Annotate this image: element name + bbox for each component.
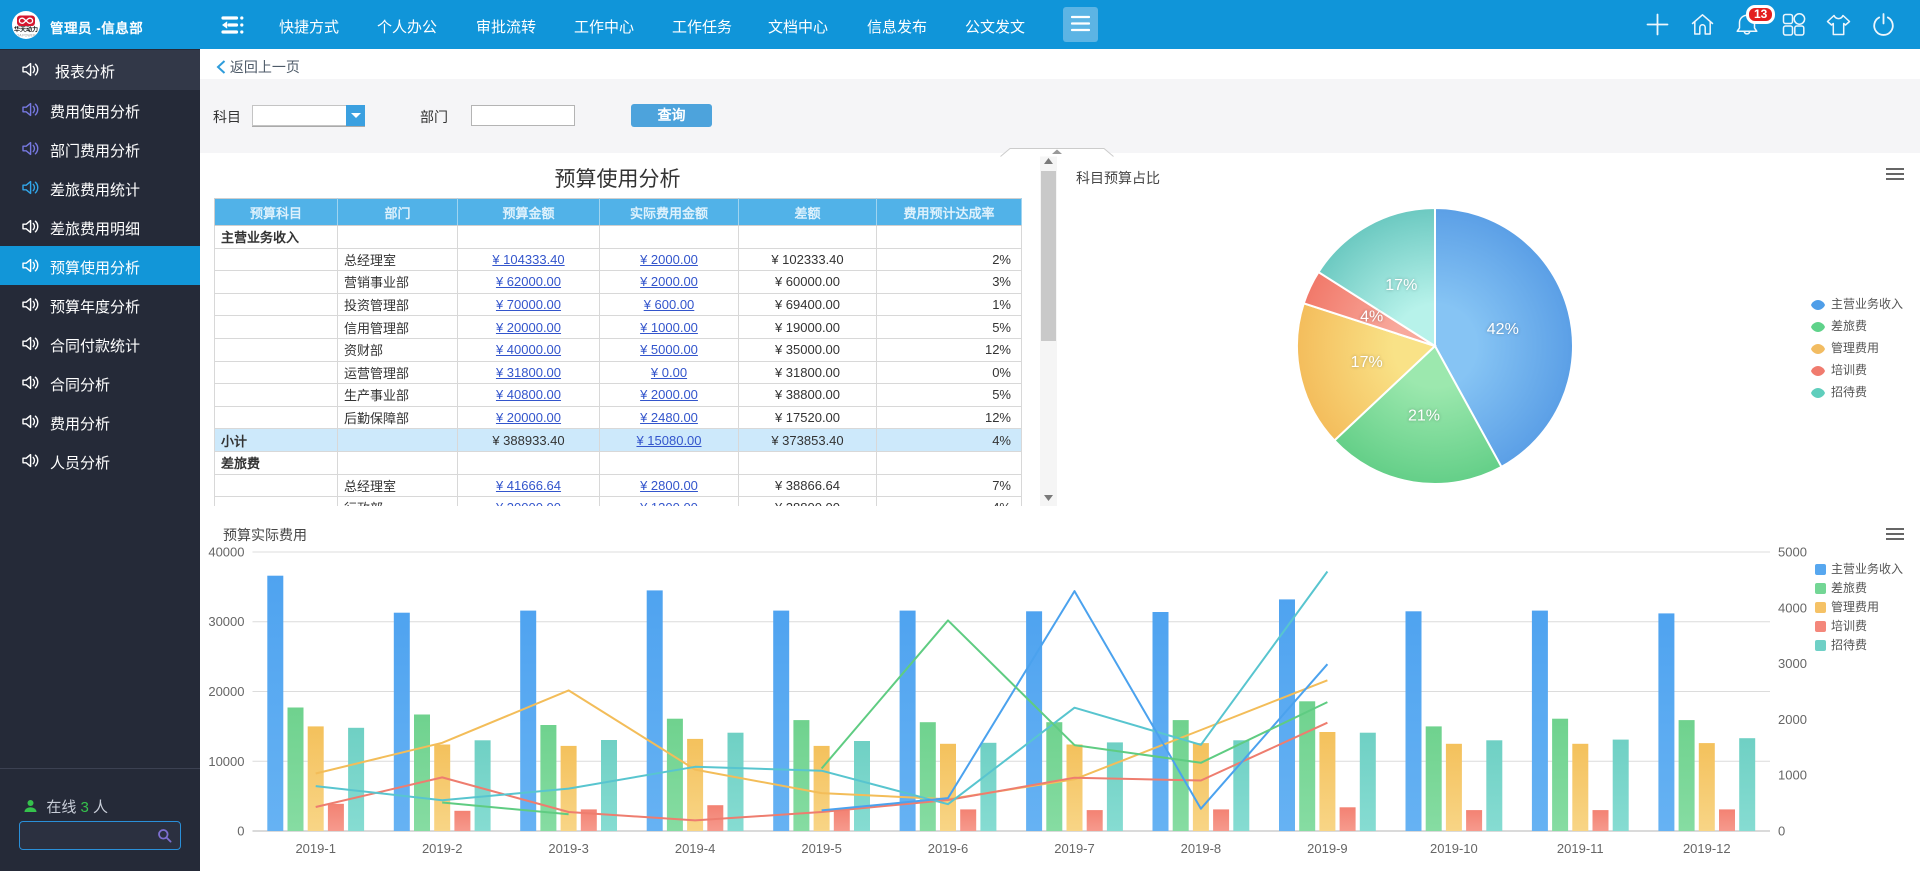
svg-text:2019-6: 2019-6 [928, 841, 968, 856]
svg-text:华天动力: 华天动力 [14, 26, 38, 34]
svg-text:2019-3: 2019-3 [548, 841, 588, 856]
svg-text:20000: 20000 [208, 684, 244, 699]
svg-text:2019-7: 2019-7 [1054, 841, 1094, 856]
svg-text:17%: 17% [1385, 277, 1417, 294]
svg-text:0: 0 [237, 824, 244, 839]
svg-text:2019-2: 2019-2 [422, 841, 462, 856]
svg-text:10000: 10000 [208, 754, 244, 769]
svg-text:2019-8: 2019-8 [1181, 841, 1221, 856]
svg-text:4%: 4% [1360, 309, 1383, 326]
svg-text:40000: 40000 [208, 545, 244, 560]
svg-text:2019-4: 2019-4 [675, 841, 715, 856]
svg-text:2019-5: 2019-5 [801, 841, 841, 856]
svg-text:2019-1: 2019-1 [295, 841, 335, 856]
svg-text:OA POWER: OA POWER [16, 34, 36, 38]
svg-text:42%: 42% [1487, 321, 1519, 338]
svg-text:30000: 30000 [208, 614, 244, 629]
svg-text:2019-11: 2019-11 [1557, 841, 1604, 856]
svg-text:5000: 5000 [1778, 545, 1807, 560]
svg-text:17%: 17% [1351, 354, 1383, 371]
svg-text:1000: 1000 [1778, 768, 1807, 783]
svg-text:2019-12: 2019-12 [1683, 841, 1731, 856]
svg-text:2000: 2000 [1778, 712, 1807, 727]
svg-text:0: 0 [1778, 824, 1785, 839]
svg-text:2019-10: 2019-10 [1430, 841, 1478, 856]
svg-text:4000: 4000 [1778, 600, 1807, 615]
svg-text:3000: 3000 [1778, 656, 1807, 671]
svg-text:2019-9: 2019-9 [1307, 841, 1347, 856]
svg-text:21%: 21% [1408, 408, 1440, 425]
